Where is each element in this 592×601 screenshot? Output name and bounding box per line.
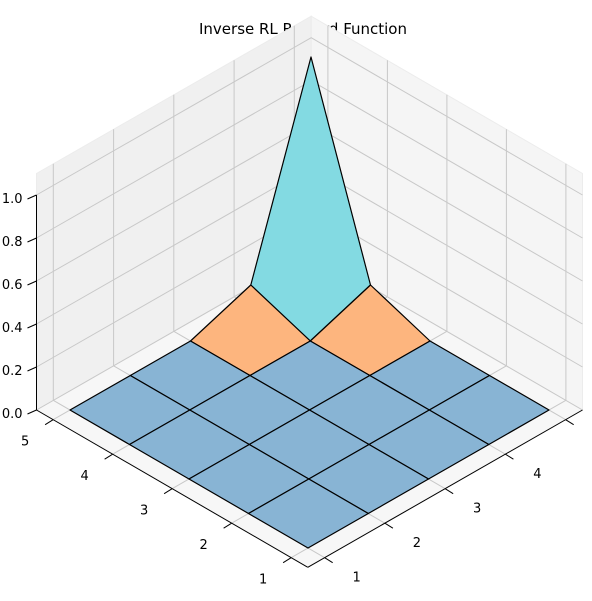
z-tick-0.8: [27, 237, 37, 243]
z-tick-label: 0.4: [2, 321, 23, 336]
z-tick-1.0: [27, 194, 37, 200]
z-tick-0.0: [27, 409, 37, 415]
surface: [69, 56, 550, 549]
y-tick-4: [104, 453, 113, 460]
z-tick-label: 0.2: [2, 364, 23, 379]
y-tick-label: 1: [259, 573, 267, 588]
z-tick-label: 0.6: [2, 278, 23, 293]
surface-cell-1-1: [247, 478, 369, 549]
x-tick-5: [565, 419, 574, 426]
x-tick-label: 3: [473, 502, 481, 517]
z-tick-label: 0.0: [2, 407, 23, 422]
axis-line-y: [36, 409, 309, 568]
x-tick-label: 1: [353, 571, 361, 586]
x-tick-1: [324, 557, 333, 564]
tick-labels: 12345123450.00.20.40.60.81.0: [2, 192, 574, 588]
grid-z-1.0: [36, 37, 583, 196]
y-tick-1: [282, 557, 292, 564]
y-tick-5: [44, 419, 54, 426]
x-tick-3: [444, 488, 454, 495]
x-tick-2: [384, 522, 394, 529]
y-tick-label: 2: [199, 538, 207, 553]
axis-line-x: [307, 409, 583, 568]
y-tick-3: [163, 488, 173, 495]
z-tick-0.6: [27, 280, 37, 286]
axis-lines: [36, 195, 583, 568]
y-tick-label: 4: [80, 469, 88, 484]
z-tick-label: 1.0: [2, 192, 23, 207]
z-tick-0.4: [27, 323, 37, 329]
x-tick-4: [505, 453, 514, 460]
y-tick-2: [223, 522, 232, 529]
x-tick-label: 4: [533, 467, 541, 482]
x-tick-label: 2: [413, 536, 421, 551]
z-tick-label: 0.8: [2, 235, 23, 250]
y-tick-label: 5: [21, 435, 29, 450]
y-tick-label: 3: [140, 504, 148, 519]
z-tick-0.2: [27, 366, 37, 372]
